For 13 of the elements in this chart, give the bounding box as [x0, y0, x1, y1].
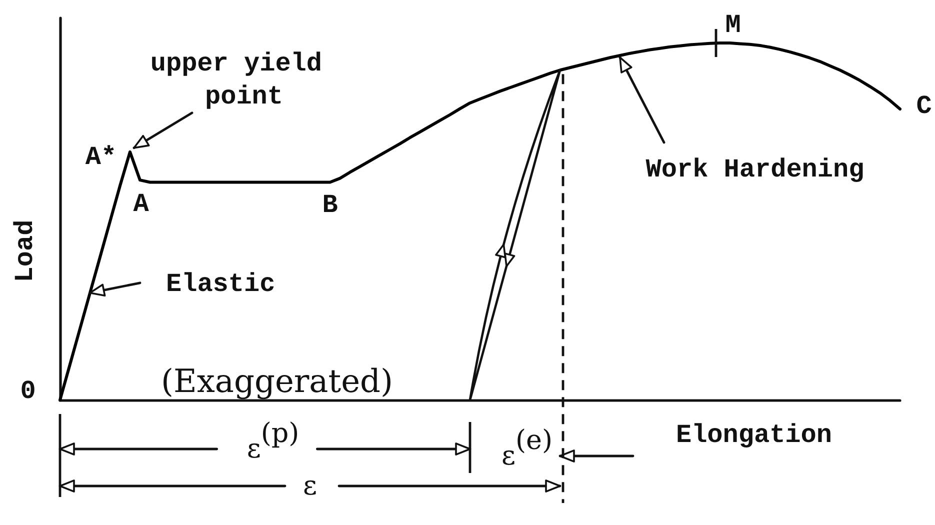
text: C: [916, 91, 932, 122]
annotation: upper yield point: [150, 48, 338, 112]
annotation: (Exaggerated): [161, 362, 394, 400]
y-axis-title: Load: [10, 220, 40, 282]
x-axis-title: Elongation: [676, 420, 832, 450]
text: ε: [303, 470, 317, 502]
annotation: B: [322, 190, 338, 220]
text: M: [725, 10, 741, 40]
annotation: A: [133, 189, 150, 220]
text: 0: [20, 376, 36, 406]
annotation: A*: [85, 142, 117, 172]
annotation: Elastic: [166, 268, 276, 299]
annotation: Work Hardening: [646, 154, 864, 184]
